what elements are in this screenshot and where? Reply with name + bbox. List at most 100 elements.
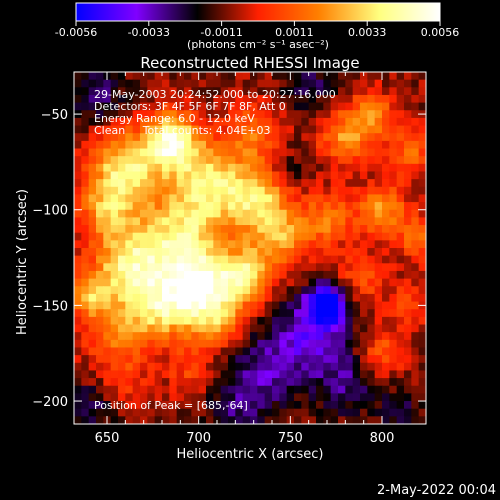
heatmap-cell xyxy=(404,110,412,119)
heatmap-cell xyxy=(81,332,90,341)
heatmap-cell xyxy=(308,286,317,295)
heatmap-cell xyxy=(213,110,222,119)
heatmap-cell xyxy=(396,339,405,349)
heatmap-cell xyxy=(110,270,119,280)
heatmap-cell xyxy=(382,255,390,264)
heatmap-cell xyxy=(294,171,302,180)
heatmap-cell xyxy=(316,148,324,157)
heatmap-cell xyxy=(345,94,354,104)
heatmap-cell xyxy=(125,72,134,81)
heatmap-cell xyxy=(147,72,156,81)
heatmap-cell xyxy=(272,217,280,226)
heatmap-cell xyxy=(279,309,288,318)
heatmap-cell xyxy=(191,263,200,272)
heatmap-cell xyxy=(88,347,97,356)
heatmap-cell xyxy=(74,385,82,394)
heatmap-cell xyxy=(213,72,222,81)
heatmap-cell xyxy=(396,370,405,379)
heatmap-cell xyxy=(176,171,185,180)
heatmap-cell xyxy=(323,301,332,310)
heatmap-cell xyxy=(316,171,324,180)
heatmap-cell xyxy=(235,163,244,173)
heatmap-cell xyxy=(396,401,405,410)
heatmap-cell xyxy=(286,263,295,272)
heatmap-cell xyxy=(235,385,244,394)
heatmap-cell xyxy=(176,94,185,104)
heatmap-cell xyxy=(308,171,317,180)
heatmap-cell xyxy=(272,408,280,417)
heatmap-cell xyxy=(418,232,426,241)
heatmap-cell xyxy=(250,263,258,272)
heatmap-cell xyxy=(125,339,134,349)
heatmap-cell xyxy=(367,72,376,81)
heatmap-cell xyxy=(220,186,229,196)
heatmap-cell xyxy=(411,324,420,333)
heatmap-cell xyxy=(96,309,104,318)
heatmap-cell xyxy=(228,133,236,142)
heatmap-cell xyxy=(286,347,295,356)
heatmap-cell xyxy=(418,102,426,111)
heatmap-cell xyxy=(147,278,156,287)
heatmap-cell xyxy=(147,148,156,157)
heatmap-cell xyxy=(228,248,236,257)
heatmap-cell xyxy=(367,125,376,134)
heatmap-cell xyxy=(294,240,302,249)
heatmap-cell xyxy=(147,102,156,111)
heatmap-cell xyxy=(110,339,119,349)
heatmap-cell xyxy=(411,194,420,203)
heatmap-cell xyxy=(389,79,398,88)
heatmap-cell xyxy=(338,133,346,142)
heatmap-cell xyxy=(198,217,207,226)
heatmap-cell xyxy=(374,133,383,142)
heatmap-cell xyxy=(198,286,207,295)
heatmap-cell xyxy=(88,408,97,417)
heatmap-cell xyxy=(162,362,170,372)
heatmap-cell xyxy=(338,194,346,203)
heatmap-cell xyxy=(330,347,339,356)
heatmap-cell xyxy=(125,94,134,104)
heatmap-cell xyxy=(132,148,141,157)
heatmap-cell xyxy=(330,87,339,96)
heatmap-cell xyxy=(286,248,295,257)
heatmap-cell xyxy=(374,263,383,272)
heatmap-cell xyxy=(88,110,97,119)
heatmap-cell xyxy=(294,225,302,234)
heatmap-cell xyxy=(338,362,346,372)
heatmap-cell xyxy=(279,133,288,142)
heatmap-cell xyxy=(360,263,368,272)
heatmap-cell xyxy=(301,370,310,379)
heatmap-cell xyxy=(404,148,412,157)
heatmap-cell xyxy=(338,209,346,218)
heatmap-cell xyxy=(418,278,426,287)
heatmap-cell xyxy=(250,202,258,211)
heatmap-cell xyxy=(184,416,192,424)
heatmap-cell xyxy=(213,408,222,417)
heatmap-cell xyxy=(382,232,390,241)
heatmap-cell xyxy=(169,171,178,180)
heatmap-cell xyxy=(176,148,185,157)
heatmap-cell xyxy=(338,240,346,249)
heatmap-cell xyxy=(228,202,236,211)
heatmap-cell xyxy=(382,240,390,249)
annotation-detectors: Detectors: 3F 4F 5F 6F 7F 8F, Att 0 xyxy=(94,100,286,113)
heatmap-cell xyxy=(154,324,163,333)
heatmap-cell xyxy=(418,385,426,394)
heatmap-cell xyxy=(198,248,207,257)
heatmap-cell xyxy=(169,324,178,333)
heatmap-cell xyxy=(140,87,148,96)
heatmap-cell xyxy=(389,117,398,127)
heatmap-cell xyxy=(184,117,192,127)
heatmap-cell xyxy=(103,225,112,234)
heatmap-cell xyxy=(264,140,273,150)
heatmap-cell xyxy=(316,87,324,96)
heatmap-cell xyxy=(220,217,229,226)
heatmap-cell xyxy=(169,378,178,387)
heatmap-cell xyxy=(132,240,141,249)
heatmap-cell xyxy=(220,370,229,379)
heatmap-cell xyxy=(198,87,207,96)
heatmap-cell xyxy=(389,293,398,303)
heatmap-cell xyxy=(103,278,112,287)
heatmap-cell xyxy=(206,263,214,272)
heatmap-cell xyxy=(250,301,258,310)
heatmap-cell xyxy=(213,248,222,257)
